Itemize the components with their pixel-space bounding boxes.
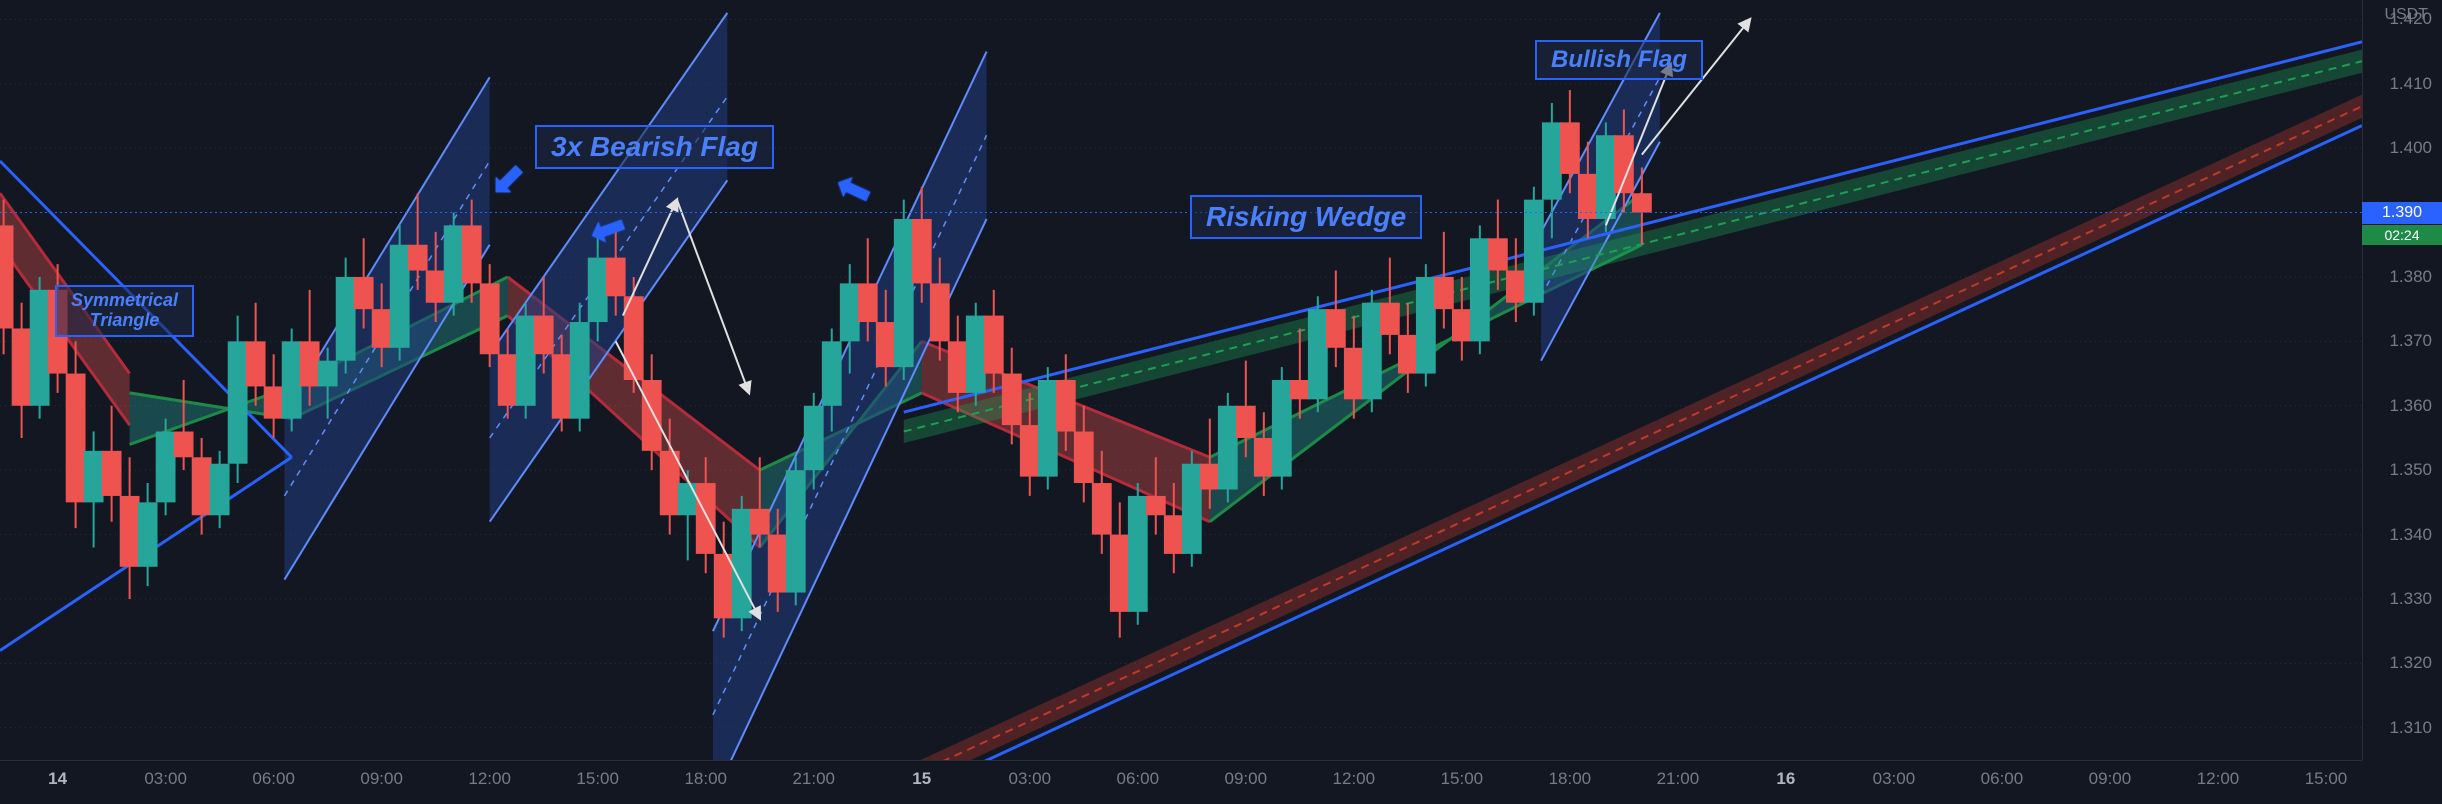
annotation-symmetrical-triangle: SymmetricalTriangle [55,285,194,337]
y-tick-label: 1.370 [2389,331,2432,351]
y-tick-label: 1.380 [2389,267,2432,287]
y-tick-label: 1.310 [2389,718,2432,738]
x-tick-label: 12:00 [468,769,511,789]
x-tick-label: 09:00 [360,769,403,789]
y-tick-label: 1.340 [2389,525,2432,545]
x-tick-label: 14 [48,769,67,789]
x-axis: 14 03:00 06:00 09:00 12:00 15:00 18:00 21:00 15 0… [0,760,2362,804]
x-tick-label: 15 [912,769,931,789]
x-tick-label: 03:00 [1008,769,1051,789]
x-tick-label: 12:00 [1333,769,1376,789]
x-tick-label: 06:00 [1981,769,2024,789]
x-tick-label: 15:00 [1441,769,1484,789]
y-tick-label: 1.420 [2389,9,2432,29]
current-price-tag: 1.390 [2362,202,2442,224]
x-tick-label: 21:00 [1657,769,1700,789]
plot-area[interactable] [0,0,2362,760]
x-tick-label: 18:00 [1549,769,1592,789]
x-tick-label: 16 [1776,769,1795,789]
x-tick-label: 21:00 [792,769,835,789]
x-tick-label: 06:00 [1117,769,1160,789]
y-axis: USDT 1.3101.3201.3301.3401.3501.3601.370… [2362,0,2442,760]
y-tick-label: 1.360 [2389,396,2432,416]
x-tick-label: 15:00 [576,769,619,789]
chart-svg [0,0,2362,760]
bar-countdown: 02:24 [2362,225,2442,245]
x-tick-label: 06:00 [252,769,295,789]
y-tick-label: 1.350 [2389,460,2432,480]
x-tick-label: 03:00 [144,769,187,789]
x-tick-label: 09:00 [2089,769,2132,789]
trading-chart[interactable]: USDT 1.3101.3201.3301.3401.3501.3601.370… [0,0,2442,804]
x-tick-label: 18:00 [684,769,727,789]
annotation-bearish-flag: 3x Bearish Flag [535,125,774,169]
annotation-rising-wedge: Risking Wedge [1190,195,1422,239]
x-tick-label: 09:00 [1225,769,1268,789]
annotation-bullish-flag: Bullish Flag [1535,40,1703,80]
x-tick-label: 12:00 [2197,769,2240,789]
x-tick-label: 15:00 [2305,769,2348,789]
y-tick-label: 1.330 [2389,589,2432,609]
y-tick-label: 1.410 [2389,74,2432,94]
y-tick-label: 1.400 [2389,138,2432,158]
x-tick-label: 03:00 [1873,769,1916,789]
y-tick-label: 1.320 [2389,653,2432,673]
